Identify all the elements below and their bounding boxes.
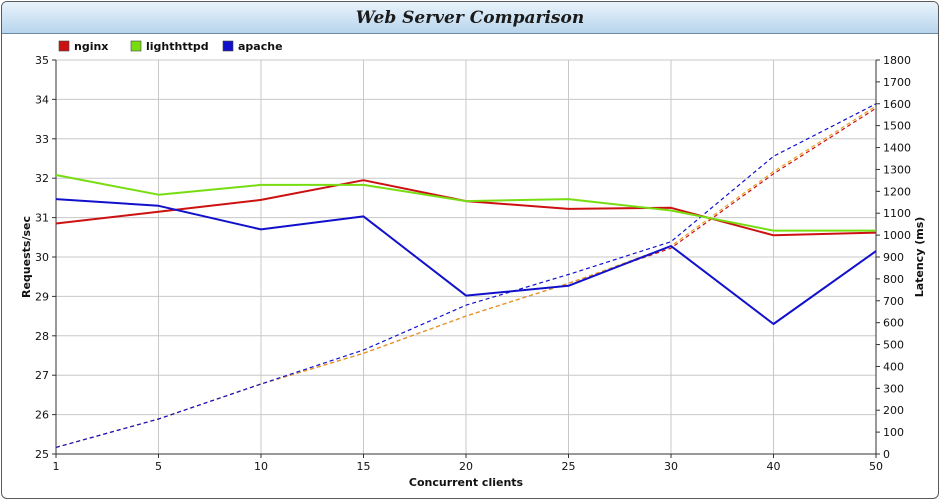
y-tick-label-left: 28 bbox=[35, 330, 49, 343]
y-tick-label-right: 1800 bbox=[883, 54, 911, 67]
x-tick-label: 25 bbox=[562, 460, 576, 473]
y-tick-label-right: 1200 bbox=[883, 185, 911, 198]
legend-label-apache: apache bbox=[238, 40, 283, 53]
series-line-apache-requests bbox=[55, 198, 877, 325]
y-tick-label-right: 1300 bbox=[883, 163, 911, 176]
legend-swatch-apache bbox=[222, 40, 234, 52]
x-axis-title: Concurrent clients bbox=[409, 476, 524, 489]
title-bar: Web Server Comparison bbox=[2, 2, 938, 34]
y-tick-label-right: 600 bbox=[883, 317, 904, 330]
legend-swatch-lighthttpd bbox=[130, 40, 142, 52]
series-line-lighthttpd-requests bbox=[55, 174, 876, 232]
x-tick-label: 5 bbox=[155, 460, 162, 473]
y-tick-label-left: 30 bbox=[35, 251, 49, 264]
y-tick-label-left: 33 bbox=[35, 133, 49, 146]
y-tick-label-left: 32 bbox=[35, 172, 49, 185]
y-tick-label-left: 29 bbox=[35, 290, 49, 303]
y-tick-label-right: 1400 bbox=[883, 142, 911, 155]
y-tick-label-right: 1000 bbox=[883, 229, 911, 242]
y-tick-label-right: 1100 bbox=[883, 207, 911, 220]
legend-label-lighthttpd: lighthttpd bbox=[146, 40, 209, 53]
x-tick-label: 1 bbox=[53, 460, 60, 473]
y-axis-title-left: Requests/sec bbox=[20, 216, 33, 298]
y-tick-label-right: 1500 bbox=[883, 120, 911, 133]
legend-swatch-nginx bbox=[58, 40, 70, 52]
y-tick-label-right: 1600 bbox=[883, 98, 911, 111]
x-tick-label: 50 bbox=[869, 460, 883, 473]
y-tick-label-left: 34 bbox=[35, 93, 49, 106]
y-tick-label-right: 300 bbox=[883, 382, 904, 395]
x-tick-label: 10 bbox=[254, 460, 268, 473]
y-axis-title-right: Latency (ms) bbox=[913, 217, 926, 298]
x-tick-label: 15 bbox=[357, 460, 371, 473]
y-tick-label-right: 500 bbox=[883, 339, 904, 352]
x-tick-label: 40 bbox=[767, 460, 781, 473]
y-tick-label-right: 100 bbox=[883, 426, 904, 439]
y-tick-label-right: 900 bbox=[883, 251, 904, 264]
y-tick-label-right: 200 bbox=[883, 404, 904, 417]
y-tick-label-left: 26 bbox=[35, 409, 49, 422]
chart-title: Web Server Comparison bbox=[355, 7, 585, 28]
y-tick-label-right: 800 bbox=[883, 273, 904, 286]
y-tick-label-right: 1700 bbox=[883, 76, 911, 89]
y-tick-label-left: 35 bbox=[35, 54, 49, 67]
y-tick-label-left: 25 bbox=[35, 448, 49, 461]
x-tick-label: 20 bbox=[459, 460, 473, 473]
y-tick-label-right: 700 bbox=[883, 295, 904, 308]
legend-label-nginx: nginx bbox=[74, 40, 108, 53]
y-tick-label-left: 31 bbox=[35, 212, 49, 225]
y-tick-label-right: 0 bbox=[883, 448, 890, 461]
y-tick-label-right: 400 bbox=[883, 360, 904, 373]
x-tick-label: 30 bbox=[664, 460, 678, 473]
series-line-apache-latency bbox=[55, 103, 877, 448]
y-tick-label-left: 27 bbox=[35, 369, 49, 382]
